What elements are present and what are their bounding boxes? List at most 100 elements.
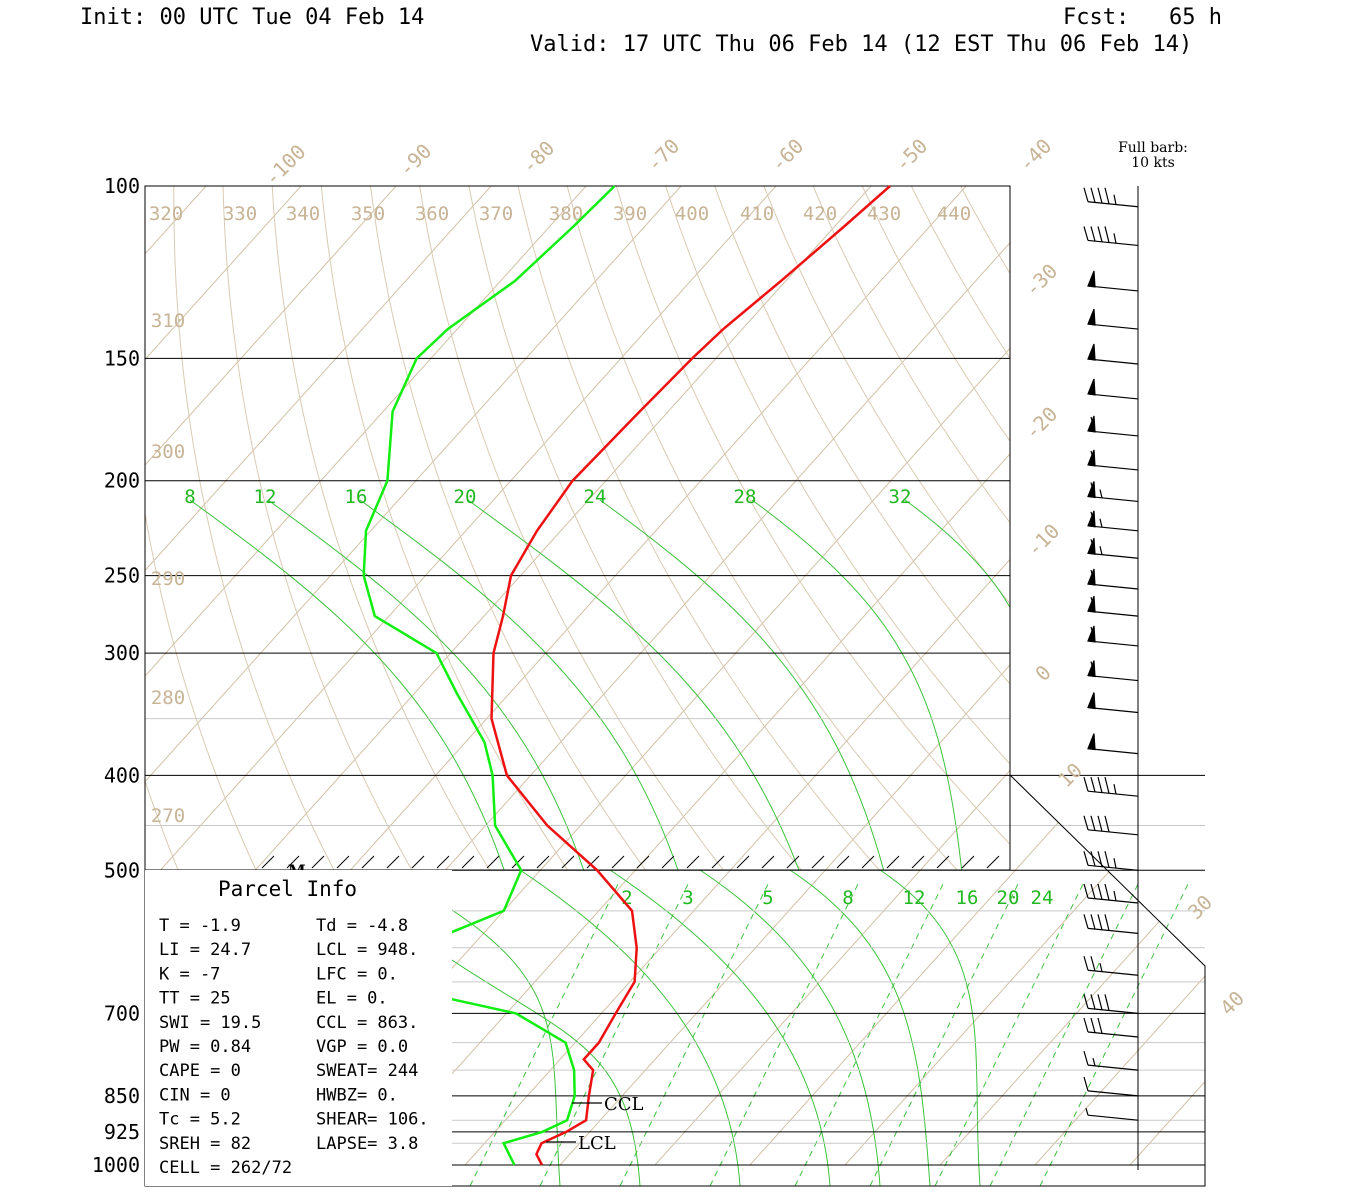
- wind-barb-half: [1092, 386, 1096, 395]
- parcel-info-right: HWBZ= 0.: [316, 1085, 398, 1105]
- wind-barb-flag: [1087, 270, 1096, 288]
- wind-barb-half: [1113, 194, 1117, 205]
- isotherm-label: -50: [890, 134, 933, 177]
- hatch-mark: [686, 855, 700, 869]
- isotherm-label: 40: [1215, 986, 1249, 1020]
- wind-barb-staff: [1087, 864, 1139, 871]
- mixing-ratio-curve: [189, 499, 505, 870]
- wind-barb-full: [1097, 994, 1103, 1010]
- parcel-info-title: Parcel Info: [218, 877, 357, 901]
- lower-mixing-ratio-label: 2: [621, 887, 632, 909]
- wind-barb-half: [1099, 963, 1103, 972]
- pressure-label: 700: [104, 1001, 140, 1025]
- valid-time: Valid: 17 UTC Thu 06 Feb 14 (12 EST Thu …: [530, 32, 1193, 57]
- pressure-label: 1000: [92, 1153, 140, 1177]
- isotherm-line: [369, 186, 1205, 1166]
- pressure-label: 150: [104, 346, 140, 370]
- wind-barb: [1087, 625, 1139, 647]
- lower-mixing-ratio-label: 24: [1031, 887, 1054, 909]
- hatch-mark: [836, 855, 850, 869]
- wind-barb-flag: [1087, 308, 1096, 326]
- wind-barb-full: [1090, 883, 1096, 899]
- parcel-info-left: T = -1.9: [159, 916, 241, 936]
- wind-barb-full: [1090, 1017, 1096, 1033]
- isotherm-label: -80: [517, 136, 560, 179]
- isotherm-line: [464, 186, 1205, 1166]
- isotherm-label: -90: [394, 139, 437, 182]
- theta-label: 400: [675, 203, 709, 225]
- wind-barb-full: [1090, 661, 1096, 677]
- isotherm-line: [145, 186, 862, 1166]
- wind-barb: [1087, 415, 1139, 437]
- parcel-info-right: SWEAT= 244: [316, 1061, 418, 1081]
- theta-label: 340: [286, 203, 320, 225]
- mixing-ratio-label: 12: [254, 486, 277, 508]
- moist-adiabat-line: [789, 870, 931, 1186]
- hatch-mark: [986, 855, 1000, 869]
- theta-label: 420: [803, 203, 837, 225]
- dry-adiabat-line: [812, 186, 1010, 524]
- isotherm-line: [844, 186, 1205, 1166]
- dry-adiabat-line: [763, 186, 1010, 605]
- mixing-ratio-label: 28: [734, 486, 757, 508]
- pressure-label: 300: [104, 641, 140, 665]
- hatch-mark: [961, 855, 975, 869]
- mixing-ratio-label: 16: [345, 486, 368, 508]
- barb-legend-line1: Full barb:: [1118, 140, 1188, 156]
- wind-barb-flag: [1087, 660, 1096, 678]
- wind-barb-full: [1083, 1017, 1089, 1033]
- wind-barb: [1083, 883, 1139, 904]
- wind-barb: [1083, 815, 1139, 836]
- wind-barb-flag: [1087, 568, 1096, 586]
- mixing-ratio-dashed-line: [539, 879, 691, 1186]
- wind-barb-staff: [1087, 464, 1139, 471]
- lower-mixing-ratio-dashed-lines: [469, 879, 1191, 1186]
- lower-mixing-ratio-label: 5: [762, 887, 773, 909]
- wind-barb-full: [1097, 226, 1103, 242]
- dry-adiabat-line: [145, 510, 257, 870]
- mixing-ratio-curve: [359, 499, 679, 870]
- wind-barb-full: [1090, 482, 1096, 498]
- wind-barb-flag: [1087, 625, 1096, 643]
- hatch-mark: [261, 855, 275, 869]
- wind-barb-full: [1090, 914, 1096, 930]
- moist-adiabat-line: [452, 909, 561, 1186]
- parcel-info-box: Parcel Info T = -1.9 Td = -4.8 LI = 24.7 LC…: [145, 870, 452, 1186]
- mixing-ratio-label: 20: [454, 486, 477, 508]
- wind-barb-staff: [1087, 674, 1139, 682]
- theta-label: 380: [549, 203, 583, 225]
- dry-adiabat-line: [1095, 164, 1350, 1165]
- isotherm-label: 0: [1030, 660, 1055, 685]
- parcel-info-right: LCL = 948.: [316, 940, 418, 960]
- mixing-ratio-label: 24: [584, 486, 607, 508]
- wind-barb-full: [1104, 914, 1110, 931]
- mixing-ratio-curve: [467, 499, 800, 870]
- moist-adiabat-line: [699, 870, 881, 1186]
- pressure-label: 400: [104, 763, 140, 787]
- hatch-marks: [261, 855, 1000, 869]
- parcel-info-right: LFC = 0.: [316, 964, 398, 984]
- hatch-mark: [586, 855, 600, 869]
- pressure-label: 850: [104, 1084, 140, 1108]
- wind-barb-full: [1090, 596, 1096, 612]
- dry-adiabat-line: [271, 186, 491, 870]
- dry-adiabat-line: [615, 186, 1010, 845]
- wind-barb: [1087, 568, 1139, 590]
- hatch-mark: [486, 855, 500, 869]
- theta-label: 360: [415, 203, 449, 225]
- barb-legend-line2: 10 kts: [1131, 155, 1175, 171]
- mixing-ratio-dashed-line: [1039, 879, 1191, 1186]
- wind-barb-staff: [1087, 640, 1139, 647]
- mixing-ratio-dashed-line: [619, 879, 771, 1186]
- wind-barb-staff: [1087, 1114, 1139, 1121]
- isotherm-line: [145, 186, 672, 1166]
- wind-barb-flag: [1087, 510, 1096, 528]
- mixing-ratio-label: 8: [184, 486, 195, 508]
- wind-barb-full: [1104, 994, 1110, 1011]
- pressure-label: 250: [104, 564, 140, 588]
- wind-barb-full: [1090, 416, 1096, 432]
- parcel-info-left: Tc = 5.2: [159, 1110, 241, 1130]
- wind-barb-staff: [1087, 1064, 1139, 1071]
- wind-barb-full: [1097, 1017, 1103, 1034]
- isotherm-line: [1034, 186, 1205, 1166]
